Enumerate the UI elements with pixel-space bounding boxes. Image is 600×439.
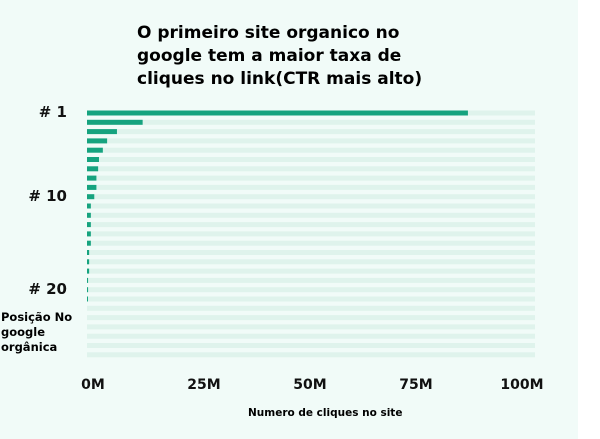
bar-track xyxy=(87,296,535,302)
chart-panel xyxy=(0,0,578,439)
bar-track xyxy=(87,194,535,200)
bar-track xyxy=(87,222,535,228)
x-tick-label: 75M xyxy=(399,377,433,393)
bar-track xyxy=(87,277,535,283)
bar-track xyxy=(87,343,535,348)
bar-position-1 xyxy=(87,110,468,116)
bar-track xyxy=(87,184,535,190)
bar-track xyxy=(87,315,535,321)
bar-position-20 xyxy=(87,287,89,293)
bar-track xyxy=(87,305,535,311)
x-tick-label: 25M xyxy=(187,377,221,393)
y-tick-label: # 20 xyxy=(28,279,67,298)
bar-track xyxy=(87,138,535,144)
bar-position-13 xyxy=(87,222,91,228)
bar-track xyxy=(87,268,535,274)
x-tick-label: 0M xyxy=(81,377,105,393)
bar-track xyxy=(87,352,535,358)
bar-position-15 xyxy=(87,240,91,246)
bar-position-11 xyxy=(87,203,91,209)
bar-track xyxy=(87,166,535,172)
bar-position-14 xyxy=(87,231,91,237)
x-tick-label: 100M xyxy=(500,377,544,393)
bar-track xyxy=(87,147,535,153)
bar-track xyxy=(87,212,535,218)
bar-track xyxy=(87,240,535,246)
bar-position-3 xyxy=(87,129,117,135)
bar-track xyxy=(87,129,535,135)
bar-position-19 xyxy=(87,277,89,283)
bar-position-4 xyxy=(87,138,108,144)
x-tick-label: 50M xyxy=(293,377,327,393)
bar-position-9 xyxy=(87,184,97,190)
bar-position-2 xyxy=(87,119,143,125)
bar-position-12 xyxy=(87,212,91,218)
bar-track xyxy=(87,250,535,255)
bar-position-16 xyxy=(87,250,90,255)
bar-position-21 xyxy=(87,296,88,302)
bar-track xyxy=(87,259,535,265)
bar-track xyxy=(87,231,535,237)
y-tick-label: # 10 xyxy=(28,186,67,205)
bar-track xyxy=(87,333,535,339)
x-axis-title: Numero de cliques no site xyxy=(248,407,403,419)
y-tick-label: # 1 xyxy=(38,103,67,121)
bar-position-7 xyxy=(87,166,99,172)
y-axis-title: Posição No google orgânica xyxy=(1,310,73,354)
chart-title: O primeiro site organico no google tem a… xyxy=(137,23,423,89)
bar-position-6 xyxy=(87,157,99,162)
bar-track xyxy=(87,157,535,162)
bar-track xyxy=(87,203,535,209)
bar-position-5 xyxy=(87,147,103,153)
bar-track xyxy=(87,175,535,181)
bar-track xyxy=(87,119,535,125)
bar-track xyxy=(87,324,535,330)
bar-track xyxy=(87,287,535,293)
bar-position-18 xyxy=(87,268,90,274)
bar-position-10 xyxy=(87,194,95,200)
bar-position-17 xyxy=(87,259,90,265)
bar-position-8 xyxy=(87,175,97,181)
